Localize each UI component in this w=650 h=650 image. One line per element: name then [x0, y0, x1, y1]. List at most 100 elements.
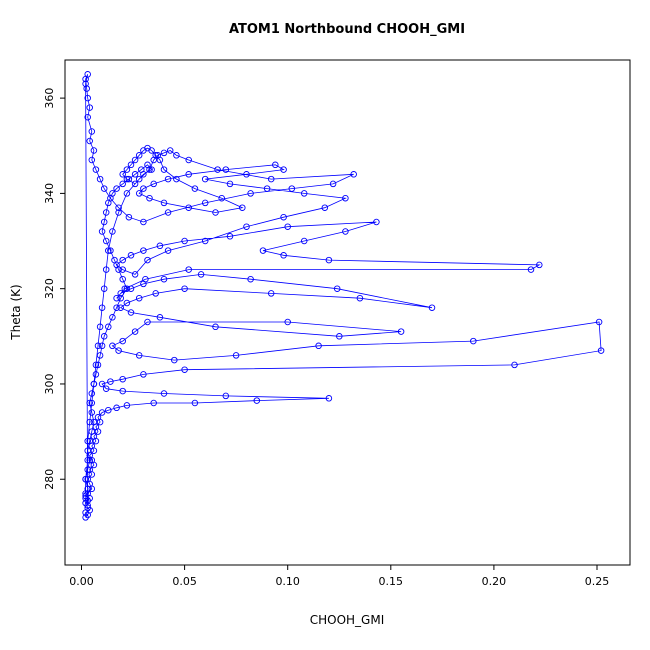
data-point	[109, 228, 116, 235]
data-point	[90, 147, 98, 154]
data-point	[173, 152, 180, 159]
data-point	[92, 371, 100, 378]
data-point	[102, 209, 110, 216]
data-point	[84, 502, 91, 509]
data-point	[123, 285, 131, 292]
data-point	[333, 285, 341, 292]
data-point	[212, 323, 219, 331]
data-point	[239, 204, 246, 211]
data-point	[373, 218, 380, 226]
data-point	[119, 266, 126, 273]
data-point	[243, 171, 250, 178]
y-tick-label: 360	[43, 88, 56, 109]
data-point	[146, 194, 153, 202]
data-point	[150, 156, 157, 164]
data-point	[131, 271, 139, 278]
data-point	[113, 294, 120, 302]
x-tick-label: 0.00	[69, 575, 94, 588]
data-point	[115, 209, 122, 216]
data-point	[84, 475, 91, 483]
data-point	[140, 218, 147, 226]
data-point	[117, 304, 124, 311]
data-point	[160, 275, 168, 283]
data-point	[131, 156, 139, 164]
data-point	[94, 361, 102, 369]
data-point	[272, 161, 279, 169]
data-point	[470, 337, 477, 345]
y-tick-label: 320	[43, 278, 56, 299]
data-point	[135, 352, 143, 359]
data-point	[102, 385, 110, 392]
data-point	[356, 294, 364, 302]
plot-area: 0.00 0.05 0.10 0.15 0.20 0.25 280 300 320 340 360	[43, 59, 631, 588]
data-point	[185, 156, 192, 164]
data-point	[201, 175, 209, 183]
data-point	[218, 194, 225, 202]
data-point	[511, 361, 518, 369]
data-point	[86, 399, 93, 407]
data-point	[84, 437, 91, 445]
data-point	[284, 223, 291, 230]
data-point	[243, 223, 250, 230]
data-point	[154, 152, 162, 159]
data-point	[100, 285, 108, 292]
data-point	[263, 185, 271, 192]
data-point	[86, 137, 93, 145]
data-point	[86, 437, 93, 445]
data-point	[197, 271, 205, 278]
data-point	[102, 266, 110, 273]
data-point	[280, 213, 287, 221]
data-point	[98, 342, 106, 350]
data-point	[164, 247, 172, 254]
data-point	[119, 337, 126, 345]
data-point	[88, 399, 96, 407]
data-point	[191, 399, 199, 407]
data-point	[82, 475, 89, 483]
data-point	[105, 406, 112, 414]
data-point	[267, 290, 275, 297]
x-tick-label: 0.10	[275, 575, 300, 588]
data-point	[123, 175, 131, 183]
data-point	[300, 237, 308, 245]
data-point	[98, 380, 106, 388]
data-point	[150, 399, 157, 407]
data-point	[117, 290, 124, 297]
data-point	[117, 294, 124, 302]
data-point	[428, 304, 436, 311]
data-point	[181, 366, 188, 373]
y-tick-label: 300	[43, 373, 56, 394]
data-point	[325, 395, 333, 402]
data-point	[140, 147, 147, 154]
data-point	[90, 418, 98, 426]
data-point	[119, 275, 126, 283]
data-point	[152, 290, 159, 297]
data-point	[113, 185, 120, 192]
data-point	[105, 247, 112, 254]
data-point	[127, 252, 135, 259]
data-point	[140, 185, 147, 192]
data-point	[185, 204, 192, 211]
data-point	[259, 247, 267, 254]
data-point	[123, 299, 131, 307]
data-point	[107, 194, 114, 202]
data-point	[100, 333, 108, 340]
x-tick-label: 0.20	[482, 575, 507, 588]
data-point	[156, 242, 164, 250]
data-point	[253, 397, 261, 404]
data-point	[232, 352, 240, 359]
data-point	[105, 323, 112, 331]
data-point	[222, 166, 230, 173]
data-point	[88, 390, 96, 397]
data-point	[397, 328, 405, 335]
x-axis-label: CHOOH_GMI	[310, 613, 385, 627]
data-point	[100, 185, 108, 192]
data-point	[84, 113, 91, 121]
data-point	[123, 402, 131, 409]
data-point	[160, 390, 168, 397]
data-point	[94, 342, 102, 350]
data-point	[115, 347, 122, 354]
y-tick-label: 340	[43, 183, 56, 204]
data-point	[135, 294, 143, 302]
data-point	[315, 342, 322, 350]
x-tick-label: 0.05	[172, 575, 197, 588]
